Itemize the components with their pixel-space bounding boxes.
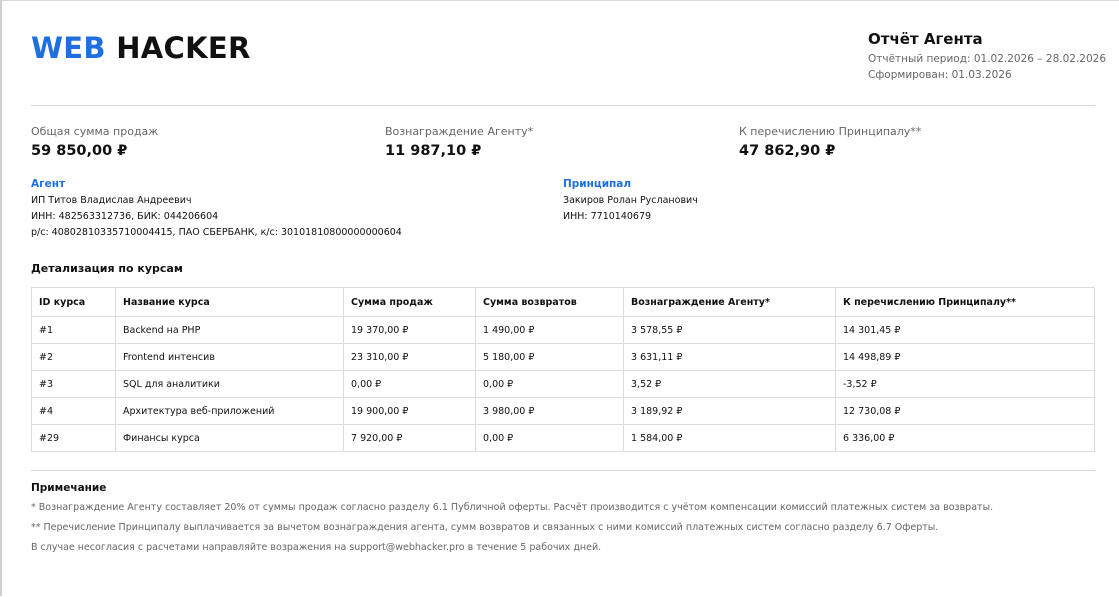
cell-sales: 19 370,00 ₽ xyxy=(343,316,476,344)
cell-principal: -3,52 ₽ xyxy=(835,370,1095,398)
table-row: #2 Frontend интенсив 23 310,00 ₽5 180,00 ₽… xyxy=(31,343,1095,371)
logo: WEB HACKER xyxy=(31,31,251,65)
agent-ids: ИНН: 482563312736, БИК: 044206604 xyxy=(31,211,219,222)
col-refunds: Сумма возвратов xyxy=(475,287,624,317)
cell-principal: 12 730,08 ₽ xyxy=(835,397,1095,425)
note-line: * Вознаграждение Агенту составляет 20% о… xyxy=(31,502,994,513)
logo-hacker: HACKER xyxy=(116,31,251,65)
report-title: Отчёт Агента xyxy=(868,30,983,48)
cell-refunds: 1 490,00 ₽ xyxy=(475,316,624,344)
cell-id: #2 xyxy=(31,343,116,371)
cell-refunds: 5 180,00 ₽ xyxy=(475,343,624,371)
table-header-row: ID курса Название курса Сумма продаж Сум… xyxy=(31,287,1095,317)
summary-label-reward: Вознаграждение Агенту* xyxy=(385,125,534,138)
summary-value-sales: 59 850,00 ₽ xyxy=(31,143,128,159)
courses-table: ID курса Название курса Сумма продаж Сум… xyxy=(31,287,1095,452)
table-row: #4 Архитектура веб-приложений 19 900,00 ₽3… xyxy=(31,397,1095,425)
cell-reward: 3 189,92 ₽ xyxy=(623,397,836,425)
cell-reward: 1 584,00 ₽ xyxy=(623,424,836,452)
cell-principal: 14 498,89 ₽ xyxy=(835,343,1095,371)
summary-value-principal: 47 862,90 ₽ xyxy=(739,143,836,159)
divider xyxy=(31,105,1095,106)
cell-name: Frontend интенсив xyxy=(115,343,344,371)
agent-title: Агент xyxy=(31,178,66,190)
cell-reward: 3 578,55 ₽ xyxy=(623,316,836,344)
table-row: #1 Backend на PHP 19 370,00 ₽1 490,00 ₽3 5… xyxy=(31,316,1095,344)
table-title: Детализация по курсам xyxy=(31,262,183,275)
agent-bank: р/с: 40802810335710004415, ПАО СБЕРБАНК,… xyxy=(31,227,402,238)
cell-id: #4 xyxy=(31,397,116,425)
summary-label-principal: К перечислению Принципалу** xyxy=(739,125,922,138)
cell-id: #3 xyxy=(31,370,116,398)
col-principal: К перечислению Принципалу** xyxy=(835,287,1095,317)
cell-sales: 0,00 ₽ xyxy=(343,370,476,398)
cell-name: Архитектура веб-приложений xyxy=(115,397,344,425)
cell-refunds: 0,00 ₽ xyxy=(475,370,624,398)
divider xyxy=(31,470,1095,471)
table-row: #3 SQL для аналитики 0,00 ₽0,00 ₽3,52 ₽ -3,… xyxy=(31,370,1095,398)
cell-reward: 3,52 ₽ xyxy=(623,370,836,398)
col-name: Название курса xyxy=(115,287,344,317)
cell-name: SQL для аналитики xyxy=(115,370,344,398)
table-row: #29 Финансы курса 7 920,00 ₽0,00 ₽1 584,00… xyxy=(31,424,1095,452)
cell-refunds: 0,00 ₽ xyxy=(475,424,624,452)
report-generated: Сформирован: 01.03.2026 xyxy=(868,69,1012,81)
col-sales: Сумма продаж xyxy=(343,287,476,317)
agent-name: ИП Титов Владислав Андреевич xyxy=(31,195,192,206)
report-period: Отчётный период: 01.02.2026 – 28.02.2026 xyxy=(868,53,1107,65)
note-line: В случае несогласия с расчетами направля… xyxy=(31,542,602,553)
col-reward: Вознаграждение Агенту* xyxy=(623,287,836,317)
principal-name: Закиров Ролан Русланович xyxy=(563,195,698,206)
cell-name: Финансы курса xyxy=(115,424,344,452)
cell-principal: 6 336,00 ₽ xyxy=(835,424,1095,452)
col-id: ID курса xyxy=(31,287,116,317)
cell-sales: 7 920,00 ₽ xyxy=(343,424,476,452)
cell-principal: 14 301,45 ₽ xyxy=(835,316,1095,344)
notes-title: Примечание xyxy=(31,482,107,494)
note-line: ** Перечисление Принципалу выплачивается… xyxy=(31,522,939,533)
cell-name: Backend на PHP xyxy=(115,316,344,344)
cell-reward: 3 631,11 ₽ xyxy=(623,343,836,371)
cell-id: #1 xyxy=(31,316,116,344)
summary-value-reward: 11 987,10 ₽ xyxy=(385,143,482,159)
logo-web: WEB xyxy=(31,31,106,65)
principal-ids: ИНН: 7710140679 xyxy=(563,211,652,222)
cell-sales: 23 310,00 ₽ xyxy=(343,343,476,371)
summary-label-sales: Общая сумма продаж xyxy=(31,125,159,138)
cell-sales: 19 900,00 ₽ xyxy=(343,397,476,425)
cell-id: #29 xyxy=(31,424,116,452)
principal-title: Принципал xyxy=(563,178,632,190)
cell-refunds: 3 980,00 ₽ xyxy=(475,397,624,425)
